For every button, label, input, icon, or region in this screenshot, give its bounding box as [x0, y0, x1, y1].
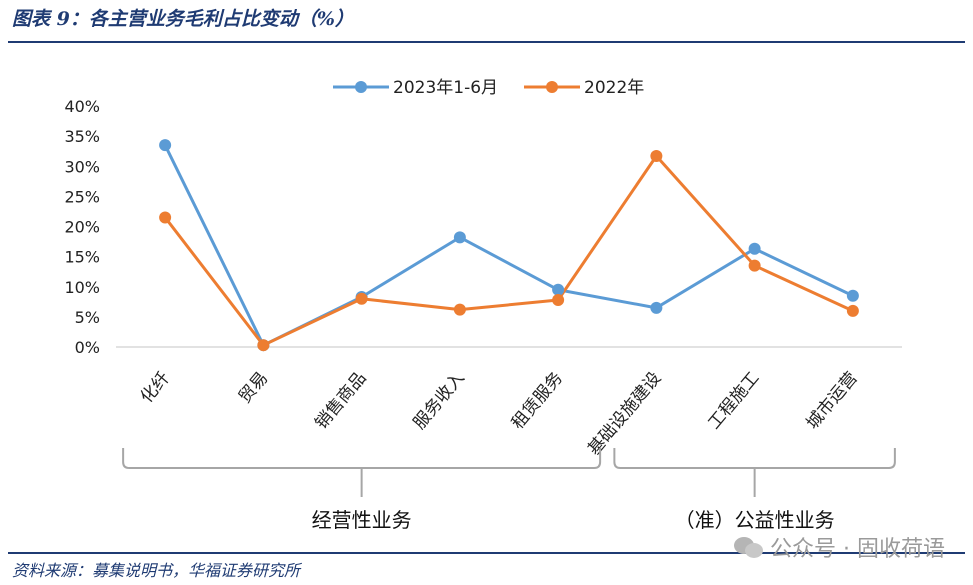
y-tick-label: 30% — [64, 157, 100, 176]
x-category-label: 基础设施建设 — [584, 368, 665, 459]
data-point — [650, 301, 663, 314]
y-tick-label: 40% — [64, 97, 100, 116]
chart-legend: 2023年1-6月 2022年 — [333, 78, 644, 98]
data-point — [748, 242, 761, 255]
y-tick-label: 20% — [64, 218, 100, 237]
watermark-text: 公众号 · 固收荷语 — [770, 537, 945, 562]
x-category-label: 城市运营 — [803, 368, 862, 433]
data-point — [453, 303, 466, 316]
y-axis: 0% 5% 10% 15% 20% 25% 30% 35% 40% — [64, 97, 100, 357]
x-category-label: 化纤 — [137, 368, 174, 407]
legend-entry: 2023年1-6月 — [393, 78, 498, 98]
series-line — [163, 144, 854, 347]
y-tick-label: 5% — [75, 308, 100, 327]
data-point — [257, 339, 270, 352]
group-bracket — [122, 448, 602, 469]
data-point — [846, 304, 859, 317]
group-label: 经营性业务 — [312, 508, 412, 532]
category-groups: 经营性业务 （准）公益性业务 — [122, 448, 896, 532]
x-category-label: 贸易 — [235, 368, 272, 407]
x-axis: 化纤 贸易 销售商品 服务收入 租赁服务 基础设施建设 工程施工 城市运营 — [116, 346, 902, 459]
group-label: （准）公益性业务 — [675, 508, 835, 532]
figure-title: 图表 9：各主营业务毛利占比变动（%） — [12, 8, 354, 30]
group-bracket — [613, 448, 896, 469]
data-point — [453, 231, 466, 244]
series-lines — [159, 139, 859, 352]
legend-marker — [546, 81, 558, 93]
data-point — [552, 294, 565, 307]
y-tick-label: 0% — [75, 338, 100, 357]
data-point — [846, 289, 859, 302]
x-category-label: 服务收入 — [410, 368, 469, 433]
source-note: 资料来源：募集说明书，华福证券研究所 — [12, 561, 301, 580]
data-point — [650, 150, 663, 163]
x-category-label: 工程施工 — [704, 368, 763, 433]
y-tick-label: 35% — [64, 127, 100, 146]
wechat-icon — [734, 535, 764, 559]
data-point — [159, 139, 172, 152]
data-point — [355, 292, 368, 305]
series-line — [163, 154, 854, 347]
watermark: 公众号 · 固收荷语 — [734, 531, 945, 563]
y-tick-label: 25% — [64, 187, 100, 206]
legend-entry: 2022年 — [584, 78, 644, 98]
y-tick-label: 10% — [64, 278, 100, 297]
data-point — [748, 259, 761, 272]
x-category-label: 租赁服务 — [508, 368, 567, 433]
data-point — [159, 211, 172, 224]
legend-marker — [355, 81, 367, 93]
x-category-label: 销售商品 — [311, 368, 370, 433]
y-tick-label: 15% — [64, 248, 100, 267]
footer-rule — [8, 552, 965, 554]
data-point — [552, 283, 565, 296]
header-rule — [8, 41, 965, 43]
